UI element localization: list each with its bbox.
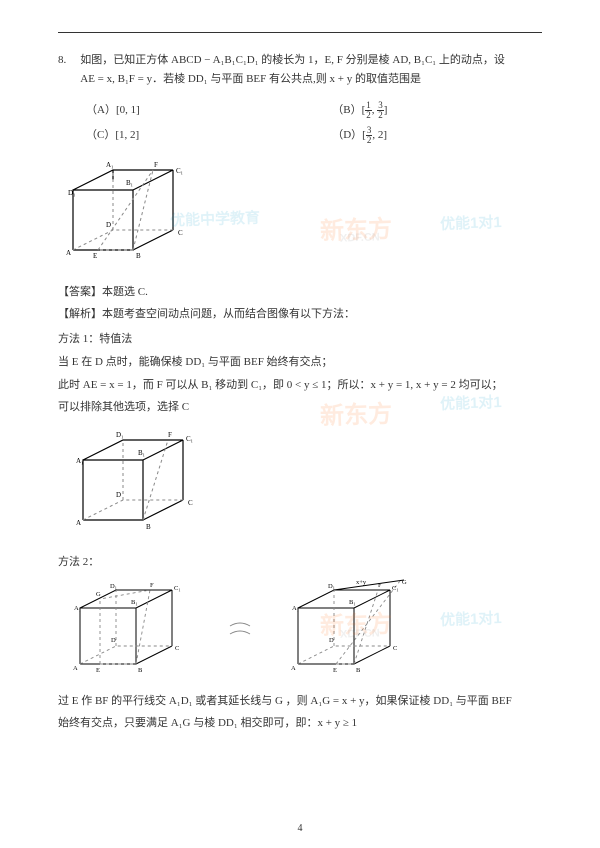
svg-text:E: E [333,667,337,674]
figure-1: D₁ B₁ C₁ A₁ A B C D E F [58,155,542,275]
svg-text:D₁: D₁ [328,583,335,590]
svg-text:A: A [73,665,78,672]
svg-text:C₁: C₁ [174,585,181,592]
svg-text:D₁: D₁ [110,583,117,590]
m2-line2: 始终有交点，只要满足 A₁G 与棱 DD₁ 相交即可，即：x + y ≥ 1 [58,714,542,733]
svg-text:C₁: C₁ [186,435,193,443]
method2-text: 过 E 作 BF 的平行线交 A₁D₁ 或者其延长线与 G ，则 A₁G = x… [58,692,542,733]
stem-line1: 如图，已知正方体 ABCD − A₁B₁C₁D₁ 的棱长为 1，E, F 分别是… [80,51,542,70]
svg-text:A₁: A₁ [74,605,81,612]
m1-line3: 可以排除其他选项，选择 C [58,398,542,417]
svg-text:B: B [138,667,143,674]
m1-line1: 当 E 在 D 点时，能确保棱 DD₁ 与平面 BEF 始终有交点； [58,353,542,372]
svg-text:C: C [178,229,183,237]
m1-line2: 此时 AE = x = 1，而 F 可以从 B₁ 移动到 C₁，即 0 < y … [58,376,542,395]
svg-text:D₁: D₁ [68,189,76,197]
svg-text:B: B [356,667,361,674]
method2-block: 方法 2： [58,553,542,572]
option-A: （A）[0, 1] [86,98,332,122]
cube-diagram-2: A₁ B₁ C₁ D₁ A B C D F [68,425,208,545]
svg-text:D: D [116,491,121,499]
svg-text:A₁: A₁ [76,457,84,465]
svg-text:A₁: A₁ [292,605,299,612]
svg-text:C: C [175,645,179,652]
option-C: （C）[1, 2] [86,123,332,147]
stem-line2: AE = x, B₁F = y．若棱 DD₁ 与平面 BEF 有公共点,则 x … [80,70,542,89]
svg-text:G: G [402,579,407,586]
svg-text:G: G [96,591,101,598]
svg-text:F: F [154,161,158,169]
top-rule [58,32,542,33]
svg-text:E: E [93,252,97,260]
svg-text:C: C [188,499,193,507]
analysis-label: 【解析】本题考查空间动点问题，从而结合图像有以下方法： [58,305,542,324]
question-body: 如图，已知正方体 ABCD − A₁B₁C₁D₁ 的棱长为 1，E, F 分别是… [80,51,542,88]
svg-text:B₁: B₁ [349,599,356,606]
option-B-prefix: （B）[ [332,104,365,116]
page-number: 4 [298,823,303,834]
cube-diagram-3b: A₁ B₁ C₁ D₁ A B C D E F G x+y [286,576,436,684]
option-D-prefix: （D）[ [332,129,366,141]
svg-text:D₁: D₁ [116,431,124,439]
svg-text:C₁: C₁ [176,167,183,175]
figure-3-row: A₁ B₁ C₁ D₁ A B C D E F G [68,576,542,684]
figure-2: A₁ B₁ C₁ D₁ A B C D F [68,425,542,545]
svg-text:F: F [378,582,382,589]
question-number: 8. [58,51,66,88]
cube-diagram-3a: A₁ B₁ C₁ D₁ A B C D E F G [68,576,198,684]
svg-text:C: C [393,645,397,652]
svg-text:B₁: B₁ [138,449,145,457]
svg-text:A₁: A₁ [106,161,114,169]
svg-text:B₁: B₁ [126,179,133,187]
svg-text:F: F [150,582,154,589]
svg-text:A: A [66,249,71,257]
option-B: （B）[12, 32] [332,98,542,122]
svg-text:D: D [111,637,116,644]
option-D-suffix: , 2] [372,129,387,141]
svg-text:B: B [136,252,141,260]
svg-text:D: D [329,637,334,644]
svg-text:B: B [146,523,151,531]
svg-text:B₁: B₁ [131,599,138,606]
svg-text:D: D [106,221,111,229]
connector-icon [222,576,262,684]
svg-text:x+y: x+y [356,579,367,586]
svg-text:A: A [291,665,296,672]
options: （A）[0, 1] （C）[1, 2] （B）[12, 32] （D）[32, … [86,98,542,146]
m2-line1: 过 E 作 BF 的平行线交 A₁D₁ 或者其延长线与 G ，则 A₁G = x… [58,692,542,711]
answer-block: 【答案】本题选 C. 【解析】本题考查空间动点问题，从而结合图像有以下方法： 方… [58,283,542,417]
question-block: 8. 如图，已知正方体 ABCD − A₁B₁C₁D₁ 的棱长为 1，E, F … [58,51,542,88]
svg-text:E: E [96,667,100,674]
svg-text:C₁: C₁ [392,585,399,592]
option-D: （D）[32, 2] [332,123,542,147]
answer-label: 【答案】本题选 C. [58,283,542,302]
option-B-suffix: ] [384,104,388,116]
cube-diagram-1: D₁ B₁ C₁ A₁ A B C D E F [58,155,198,275]
method2-label: 方法 2： [58,553,542,572]
svg-text:F: F [168,431,172,439]
method1-label: 方法 1：特值法 [58,330,542,349]
svg-text:A: A [76,519,81,527]
